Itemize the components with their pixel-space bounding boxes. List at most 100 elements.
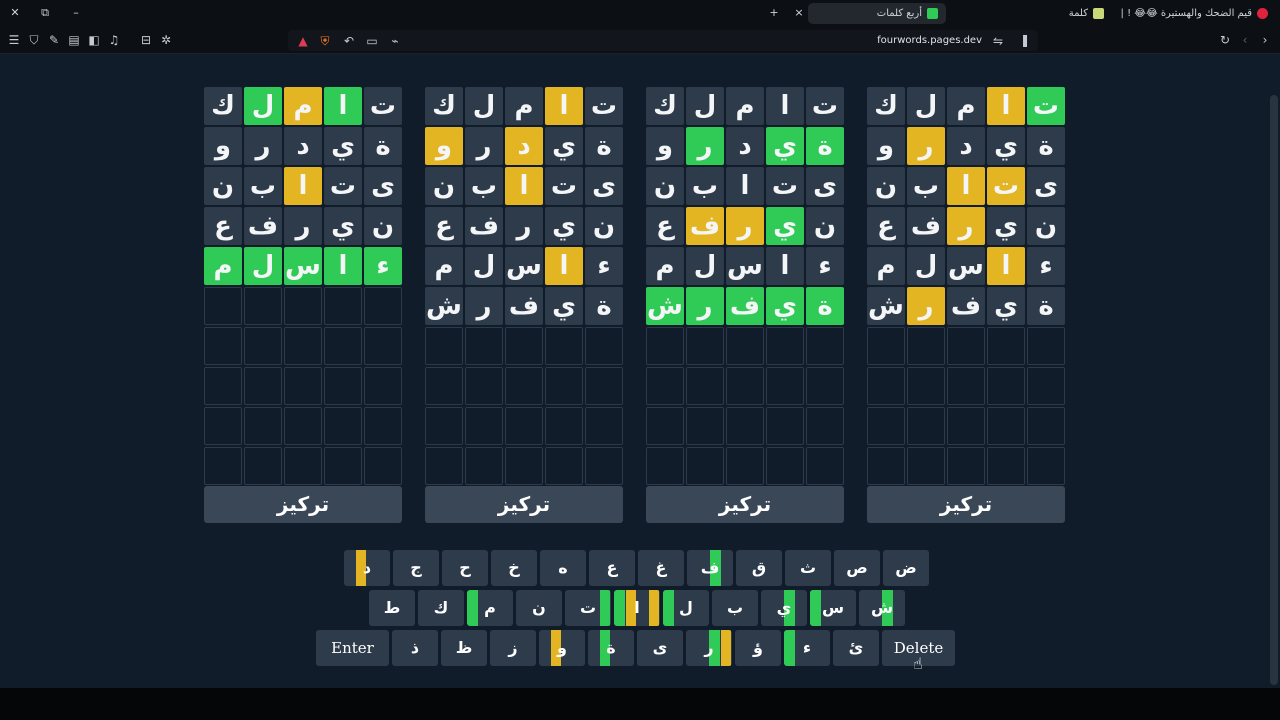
key-letter[interactable]: ت — [565, 590, 611, 626]
sidebar-icon[interactable]: ◧ — [88, 33, 100, 47]
key-letter[interactable]: ئ — [833, 630, 879, 666]
empty-tile — [646, 367, 684, 405]
back-icon[interactable]: ‹ — [1242, 33, 1248, 47]
empty-tile — [284, 407, 322, 445]
bookmark-icon[interactable]: ❚ — [1019, 33, 1031, 47]
letter-tile: ي — [987, 127, 1025, 165]
empty-tile — [987, 327, 1025, 365]
letter-tile: ة — [585, 287, 623, 325]
address-bar[interactable]: ▲ ⛨ ↶ ▭ ⌁ fourwords.pages.dev ⇋ — [288, 30, 1038, 51]
key-label: ء — [802, 638, 812, 657]
key-letter[interactable]: ذ — [392, 630, 438, 666]
empty-tile — [686, 407, 724, 445]
empty-tile — [204, 287, 242, 325]
key-letter[interactable]: ى — [637, 630, 683, 666]
key-letter[interactable]: ل — [663, 590, 709, 626]
forward-icon[interactable]: › — [1262, 33, 1268, 47]
tab-close-icon[interactable]: × — [794, 6, 804, 19]
key-letter[interactable]: ث — [785, 550, 831, 586]
menu-icon[interactable]: ☰ — [8, 33, 20, 47]
share-icon[interactable]: ⇋ — [992, 34, 1004, 48]
tab-favicon-icon — [1093, 7, 1104, 19]
key-letter[interactable]: ن — [516, 590, 562, 626]
close-window-icon[interactable]: ✕ — [10, 6, 20, 19]
key-letter[interactable]: ط — [369, 590, 415, 626]
key-letter[interactable]: ر — [686, 630, 732, 666]
key-letter[interactable]: ؤ — [735, 630, 781, 666]
tab-youtube[interactable]: قيم الضحك والهستيرة 😂😂 ! | YouTube — [1118, 3, 1276, 24]
board-row — [425, 366, 623, 406]
extension-icon[interactable]: ✲ — [160, 33, 172, 47]
empty-tile — [324, 327, 362, 365]
key-letter[interactable]: ة — [588, 630, 634, 666]
key-letter[interactable]: ي — [761, 590, 807, 626]
key-letter[interactable]: ح — [442, 550, 488, 586]
empty-tile — [545, 407, 583, 445]
key-letter[interactable]: م — [467, 590, 513, 626]
enter-key[interactable]: Enter — [316, 630, 389, 666]
key-label: ا — [634, 598, 640, 617]
key-label: ى — [652, 638, 668, 657]
tab-four-words[interactable]: أربع كلمات — [808, 3, 946, 24]
key-letter[interactable]: ا — [614, 590, 660, 626]
url-text[interactable]: fourwords.pages.dev — [877, 35, 982, 46]
letter-tile: ء — [1027, 247, 1065, 285]
letter-tile: ر — [947, 207, 985, 245]
minimize-window-icon[interactable]: – — [73, 6, 79, 19]
key-letter[interactable]: ب — [712, 590, 758, 626]
key-letter[interactable]: خ — [491, 550, 537, 586]
empty-tile — [364, 407, 402, 445]
key-letter[interactable]: ق — [736, 550, 782, 586]
brave-shield-icon[interactable]: ⛨ — [320, 34, 330, 48]
letter-tile: ي — [987, 207, 1025, 245]
letter-tile: م — [425, 247, 463, 285]
reader-icon[interactable]: ▭ — [366, 34, 378, 48]
key-letter[interactable]: ف — [687, 550, 733, 586]
key-letter[interactable]: ك — [418, 590, 464, 626]
key-letter[interactable]: ز — [490, 630, 536, 666]
key-letter[interactable]: ع — [589, 550, 635, 586]
empty-tile — [1027, 367, 1065, 405]
new-tab-icon[interactable]: + — [769, 6, 779, 19]
key-letter[interactable]: ص — [834, 550, 880, 586]
tab-word[interactable]: كلمة — [1064, 3, 1112, 24]
key-letter[interactable]: ض — [883, 550, 929, 586]
translate-icon[interactable]: ⌁ — [391, 34, 399, 48]
tabs-icon[interactable]: ▤ — [68, 33, 80, 47]
key-letter[interactable]: غ — [638, 550, 684, 586]
key-letter[interactable]: ظ — [441, 630, 487, 666]
scrollbar-thumb[interactable] — [1270, 95, 1278, 685]
pin-icon[interactable]: ✎ — [48, 33, 60, 47]
key-letter[interactable]: د — [344, 550, 390, 586]
restore-window-icon[interactable]: ⧉ — [41, 6, 49, 19]
empty-tile — [947, 327, 985, 365]
board-status-mark — [720, 630, 731, 666]
focus-button-4[interactable]: تركيز — [867, 486, 1065, 523]
key-label: و — [557, 638, 567, 657]
key-letter[interactable]: س — [810, 590, 856, 626]
undo-icon[interactable]: ↶ — [343, 34, 355, 48]
letter-tile: ا — [766, 87, 804, 125]
focus-button-2[interactable]: تركيز — [425, 486, 623, 523]
letter-tile: ي — [545, 127, 583, 165]
focus-button-3[interactable]: تركيز — [646, 486, 844, 523]
delete-key[interactable]: Delete — [882, 630, 955, 666]
empty-tile — [947, 447, 985, 485]
key-letter[interactable]: ء — [784, 630, 830, 666]
key-letter[interactable]: ش — [859, 590, 905, 626]
music-icon[interactable]: ♫ — [108, 33, 120, 47]
key-letter[interactable]: ه — [540, 550, 586, 586]
tab-label: أربع كلمات — [876, 8, 922, 19]
key-letter[interactable]: ج — [393, 550, 439, 586]
key-letter[interactable]: و — [539, 630, 585, 666]
empty-tile — [686, 327, 724, 365]
window-icon[interactable]: ⊟ — [140, 33, 152, 47]
reload-icon[interactable]: ↻ — [1219, 33, 1231, 47]
focus-button-1[interactable]: تركيز — [204, 486, 402, 523]
empty-tile — [545, 367, 583, 405]
key-label: ز — [508, 638, 518, 657]
shield-icon[interactable]: ⛉ — [29, 33, 39, 47]
warning-icon[interactable]: ▲ — [298, 34, 308, 48]
letter-tile: ك — [867, 87, 905, 125]
